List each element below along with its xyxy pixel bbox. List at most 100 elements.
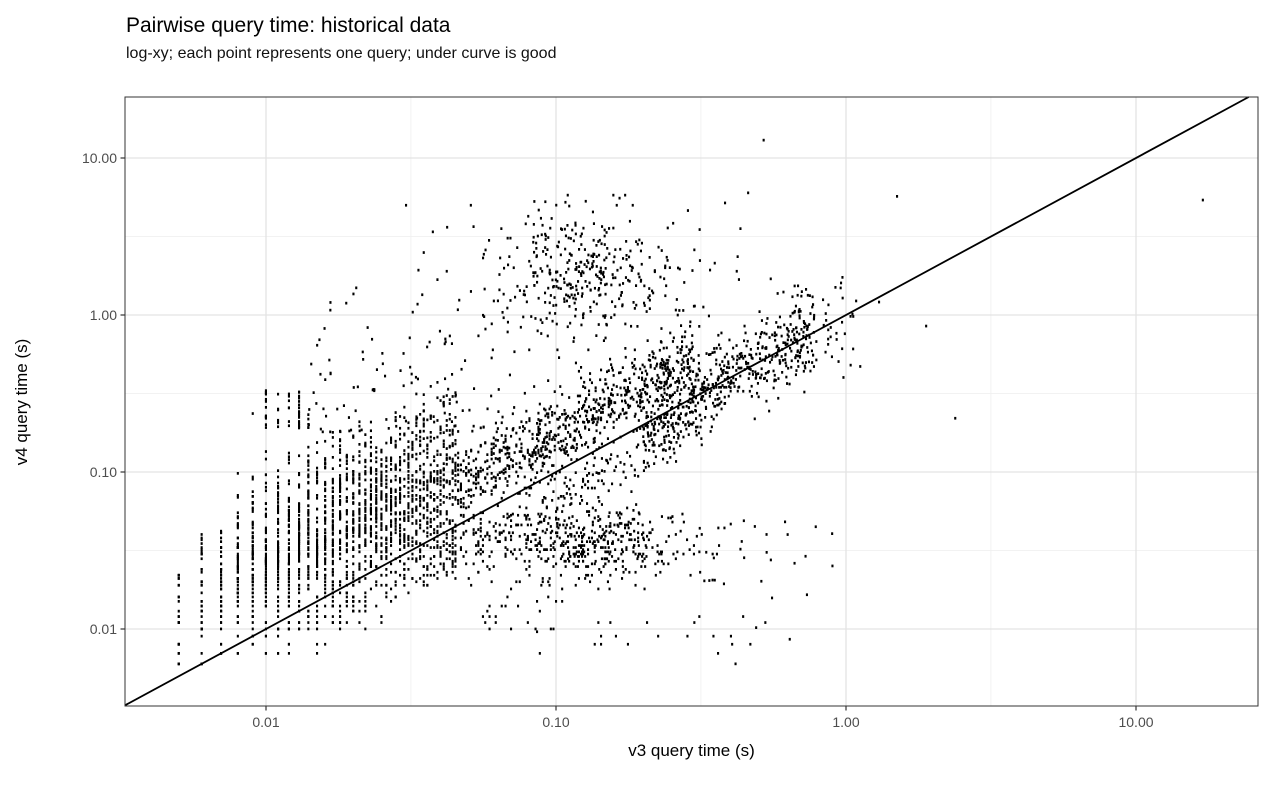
- data-point: [541, 461, 544, 465]
- data-point: [390, 525, 393, 528]
- data-point: [277, 580, 280, 584]
- data-point: [600, 406, 603, 409]
- data-point: [415, 470, 418, 474]
- data-point: [277, 550, 280, 554]
- data-point: [548, 434, 551, 438]
- data-point: [623, 386, 626, 390]
- data-point: [680, 324, 683, 327]
- data-point: [633, 364, 636, 367]
- data-point: [632, 509, 635, 512]
- data-point: [757, 395, 760, 399]
- data-point: [595, 429, 598, 433]
- data-point: [535, 247, 538, 250]
- data-point: [298, 546, 301, 549]
- data-point: [385, 595, 388, 599]
- data-point: [636, 242, 639, 246]
- data-point: [641, 371, 644, 375]
- data-point: [264, 485, 267, 489]
- data-point: [691, 398, 694, 401]
- data-point: [635, 284, 638, 287]
- data-point: [451, 531, 454, 535]
- data-point: [626, 523, 629, 527]
- data-point: [666, 366, 669, 369]
- data-point: [667, 420, 670, 424]
- data-point: [613, 255, 616, 259]
- data-point: [658, 422, 661, 426]
- data-point: [565, 485, 568, 488]
- data-point: [200, 604, 203, 608]
- data-point: [352, 455, 355, 459]
- data-point: [403, 562, 406, 566]
- data-point: [287, 500, 290, 503]
- data-point: [298, 534, 301, 538]
- data-point: [316, 559, 319, 563]
- data-point: [415, 498, 418, 501]
- data-point: [506, 595, 509, 599]
- data-point: [525, 542, 528, 545]
- data-point: [633, 529, 636, 533]
- data-point: [477, 542, 480, 545]
- data-point: [574, 268, 577, 271]
- data-point: [415, 452, 418, 456]
- data-point: [490, 442, 493, 446]
- data-point: [525, 506, 528, 510]
- data-point: [679, 348, 682, 351]
- data-point: [651, 528, 654, 531]
- data-point: [439, 562, 442, 566]
- data-point: [251, 557, 254, 561]
- data-point: [380, 479, 383, 483]
- data-point: [403, 449, 406, 452]
- data-point: [287, 621, 290, 624]
- data-point: [419, 464, 422, 468]
- data-point: [537, 418, 540, 421]
- data-point: [799, 349, 802, 352]
- data-point: [717, 526, 720, 530]
- data-point: [718, 397, 721, 400]
- data-point: [691, 400, 694, 403]
- data-point: [540, 449, 543, 453]
- data-point: [307, 533, 310, 536]
- data-point: [251, 501, 254, 504]
- data-point: [657, 429, 660, 433]
- data-point: [642, 440, 645, 444]
- data-point: [697, 378, 700, 382]
- data-point: [641, 376, 644, 380]
- data-point: [518, 534, 521, 538]
- data-point: [576, 565, 579, 568]
- data-point: [200, 570, 203, 574]
- data-point: [506, 445, 509, 449]
- data-point: [345, 548, 348, 551]
- data-point: [649, 434, 652, 437]
- data-point: [547, 286, 550, 290]
- data-point: [375, 531, 378, 535]
- data-point: [465, 474, 468, 477]
- data-point: [620, 522, 623, 525]
- data-point: [298, 528, 301, 531]
- data-point: [287, 496, 290, 500]
- data-point: [324, 522, 327, 525]
- data-point: [451, 460, 454, 464]
- data-point: [696, 425, 699, 429]
- data-point: [566, 325, 569, 329]
- data-point: [385, 478, 388, 482]
- data-point: [830, 355, 833, 359]
- data-point: [537, 522, 540, 525]
- data-point: [784, 520, 787, 524]
- data-point: [506, 236, 509, 240]
- data-point: [779, 325, 782, 329]
- data-point: [681, 405, 684, 409]
- data-point: [307, 473, 310, 477]
- data-point: [587, 552, 590, 556]
- data-point: [307, 511, 310, 515]
- data-point: [557, 526, 560, 530]
- data-point: [649, 520, 652, 524]
- data-point: [625, 254, 628, 257]
- data-point: [612, 383, 615, 387]
- data-point: [618, 522, 621, 525]
- data-point: [760, 373, 763, 377]
- data-point: [660, 386, 663, 389]
- data-point: [582, 480, 585, 483]
- data-point: [757, 341, 760, 345]
- data-point: [611, 408, 614, 411]
- data-point: [352, 562, 355, 566]
